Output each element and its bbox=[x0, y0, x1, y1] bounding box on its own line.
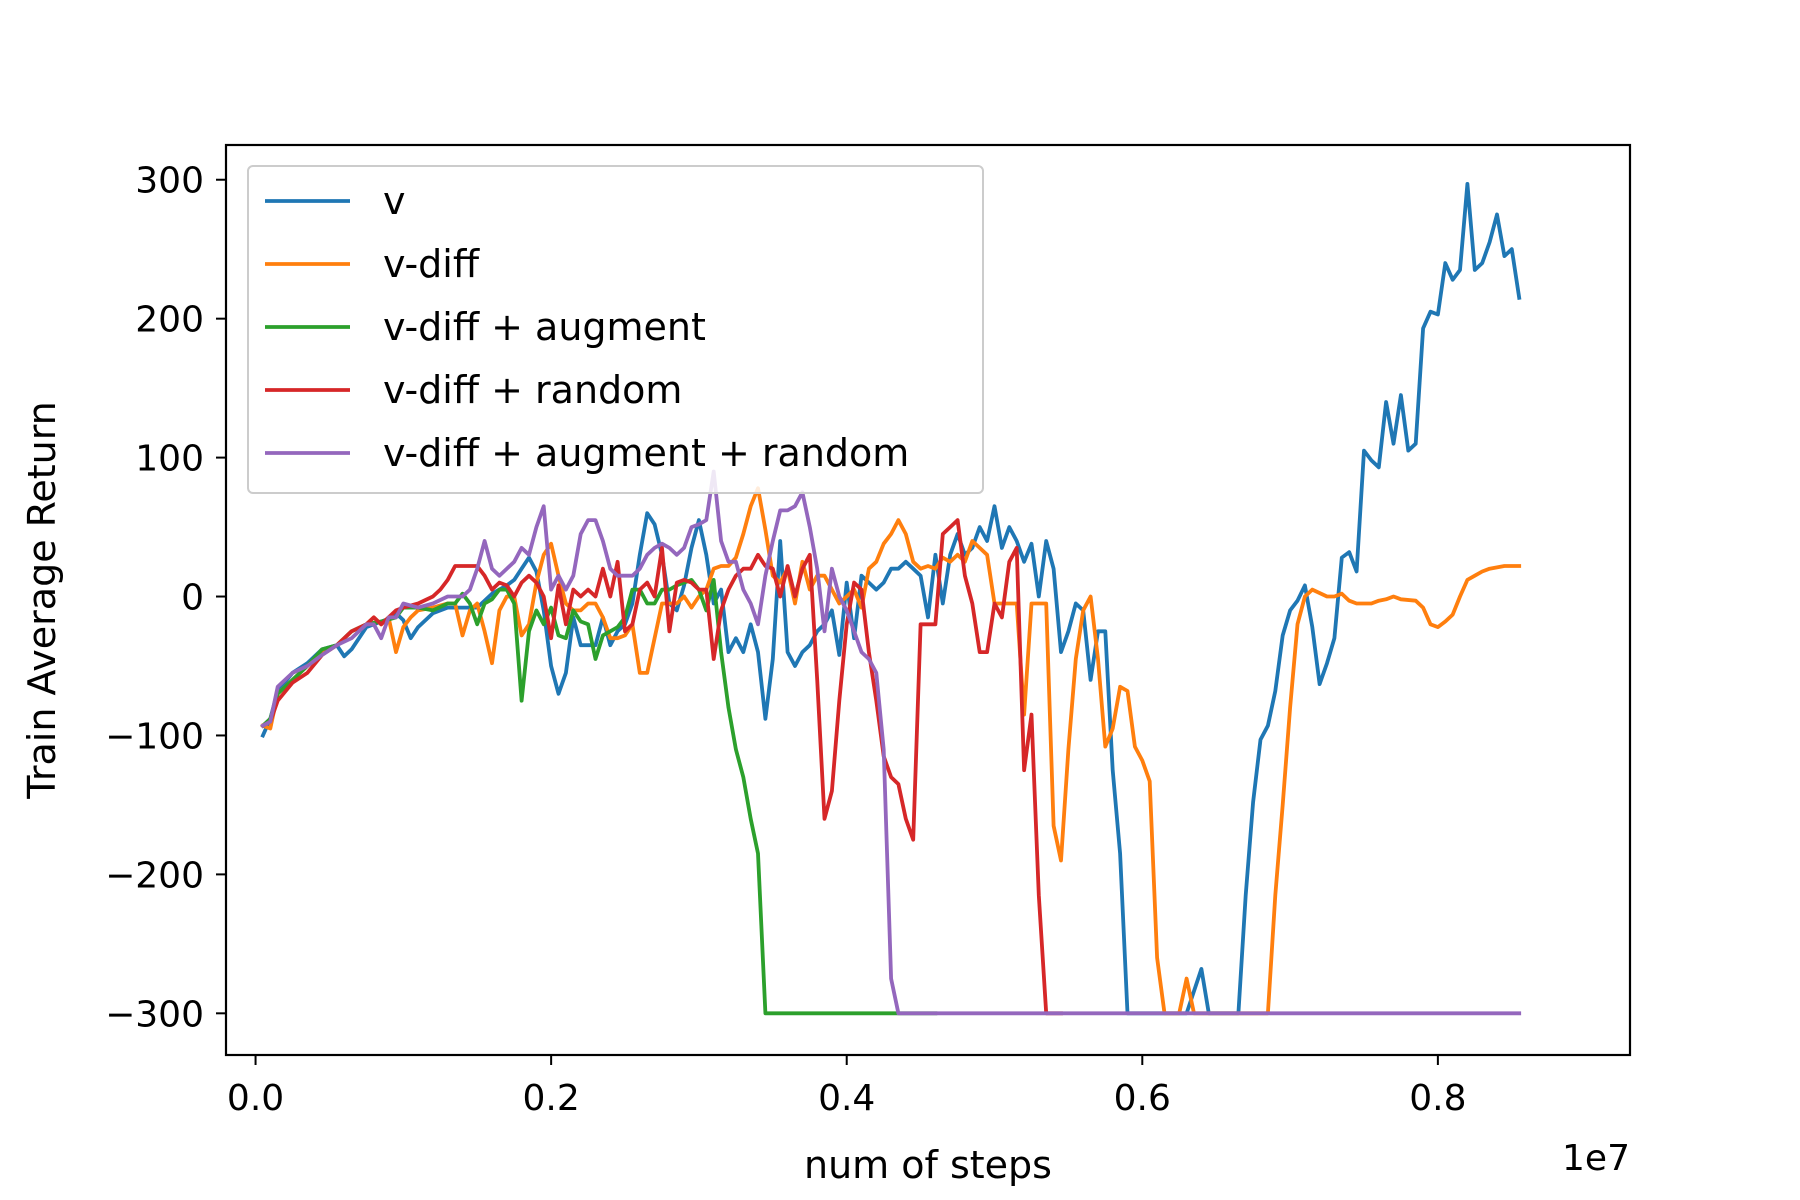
x-axis-offset-label: 1e7 bbox=[1562, 1138, 1630, 1179]
y-tick-label: −300 bbox=[105, 994, 204, 1035]
y-tick-label: 100 bbox=[135, 439, 204, 480]
x-tick-label: 0.4 bbox=[818, 1078, 875, 1119]
x-tick-label: 0.6 bbox=[1114, 1078, 1171, 1119]
plot-frame bbox=[224, 143, 1632, 1057]
y-tick-label: −100 bbox=[105, 716, 204, 757]
legend-label-3: v-diff + augment bbox=[383, 305, 706, 349]
legend-label-2: v-diff bbox=[383, 242, 480, 286]
legend-label-4: v-diff + random bbox=[383, 368, 682, 412]
y-axis-ticks: 300 200 100 0 −100 −200 −300 bbox=[105, 161, 226, 1035]
series-line-3 bbox=[260, 578, 938, 1016]
y-tick-label: 300 bbox=[135, 161, 204, 202]
x-axis-label: num of steps bbox=[804, 1143, 1052, 1187]
series-line-5 bbox=[260, 469, 1522, 1016]
series-layer bbox=[260, 182, 1522, 1016]
y-tick-label: −200 bbox=[105, 855, 204, 896]
legend: v v-diff v-diff + augment v-diff + random v-… bbox=[247, 165, 984, 494]
x-tick-label: 0.8 bbox=[1409, 1078, 1466, 1119]
legend-label-5: v-diff + augment + random bbox=[383, 431, 909, 475]
series-line-1 bbox=[260, 182, 1522, 1016]
x-axis-ticks: 0.0 0.2 0.4 0.6 0.8 bbox=[227, 1055, 1467, 1119]
series-line-2 bbox=[260, 486, 1522, 1016]
x-tick-label: 0.2 bbox=[523, 1078, 580, 1119]
x-tick-label: 0.0 bbox=[227, 1078, 284, 1119]
series-line-4 bbox=[260, 518, 1063, 1016]
legend-box bbox=[247, 165, 984, 494]
y-axis-label: Train Average Return bbox=[20, 401, 64, 799]
y-tick-label: 200 bbox=[135, 300, 204, 341]
legend-label-1: v bbox=[383, 179, 406, 223]
y-tick-label: 0 bbox=[181, 578, 204, 619]
